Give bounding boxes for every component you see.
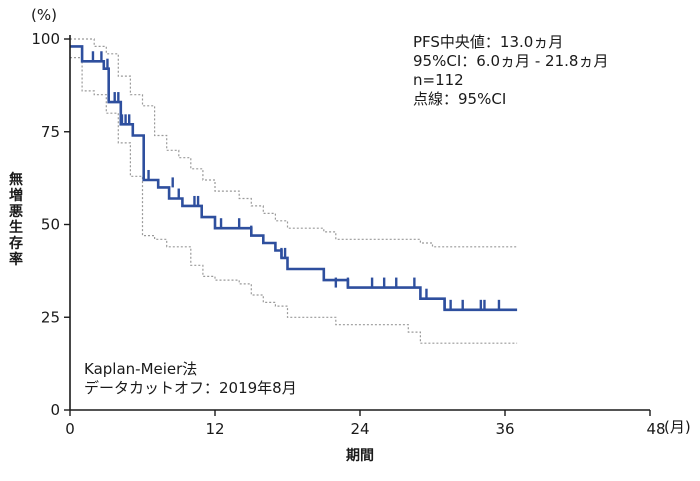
x-axis-title: 期間 bbox=[346, 448, 374, 464]
note-method: Kaplan-Meier法 bbox=[84, 360, 198, 378]
y-tick-label: 75 bbox=[41, 123, 60, 141]
series-upper-95ci bbox=[70, 38, 518, 248]
info-dotted-legend: 点線：95%CI bbox=[413, 90, 507, 108]
x-tick-label: 0 bbox=[65, 420, 75, 438]
axes: 0 25 50 75 100 0 12 24 36 48 bbox=[31, 30, 665, 438]
info-n: n=112 bbox=[413, 71, 464, 89]
notes: Kaplan-Meier法 データカットオフ：2019年8月 bbox=[84, 360, 297, 398]
y-tick-label: 100 bbox=[31, 30, 60, 48]
survival-curve bbox=[70, 45, 518, 312]
info-ci: 95%CI：6.0ヵ月 - 21.8ヵ月 bbox=[413, 52, 609, 70]
y-tick-label: 50 bbox=[41, 216, 60, 234]
series-estimate bbox=[70, 45, 518, 312]
x-tick-label: 36 bbox=[495, 420, 514, 438]
series-lower-95ci bbox=[70, 57, 518, 344]
y-tick-label: 25 bbox=[41, 308, 60, 326]
x-tick-label: 24 bbox=[350, 420, 369, 438]
x-tick-label: 48 bbox=[646, 420, 665, 438]
info-box: PFS中央値：13.0ヵ月 95%CI：6.0ヵ月 - 21.8ヵ月 n=112… bbox=[413, 33, 608, 109]
censor-marks bbox=[91, 51, 501, 310]
y-unit-label: (%) bbox=[31, 6, 57, 24]
note-cutoff: データカットオフ：2019年8月 bbox=[84, 379, 297, 397]
x-tick-label: 12 bbox=[205, 420, 224, 438]
y-tick-label: 0 bbox=[50, 401, 60, 419]
info-median: PFS中央値：13.0ヵ月 bbox=[413, 33, 564, 51]
confidence-interval-lines bbox=[70, 38, 518, 344]
x-unit-label: (月) bbox=[664, 418, 691, 436]
y-axis-title: 無増悪生存率 bbox=[9, 172, 23, 268]
